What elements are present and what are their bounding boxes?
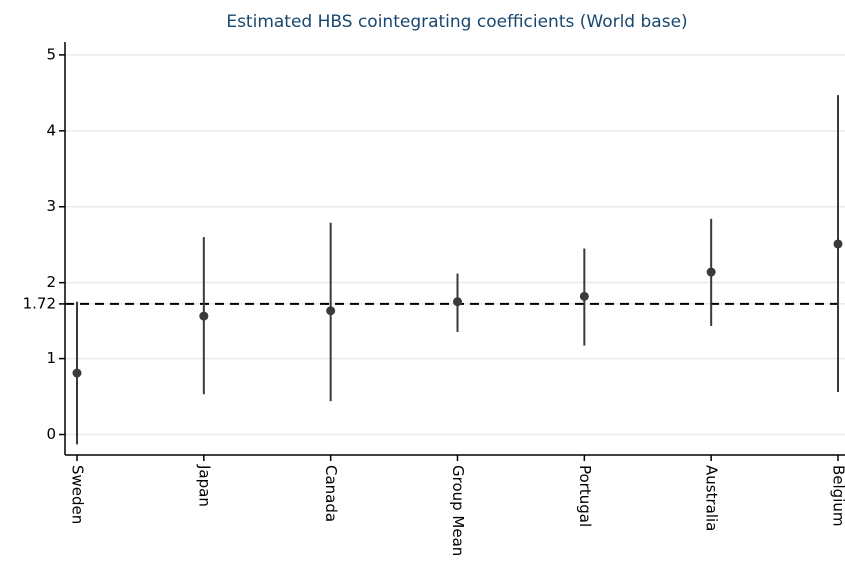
- chart-title: Estimated HBS cointegrating coefficients…: [226, 12, 687, 32]
- x-tick-label: Australia: [703, 465, 721, 531]
- y-tick-label: 5: [46, 45, 56, 63]
- point: [199, 311, 209, 321]
- point: [833, 239, 843, 249]
- point: [326, 306, 336, 316]
- y-tick-label: 3: [46, 197, 56, 215]
- y-tick-label: 2: [46, 273, 56, 291]
- point: [706, 267, 716, 277]
- point: [72, 368, 82, 378]
- x-tick-label: Sweden: [69, 465, 87, 524]
- point: [579, 291, 589, 301]
- x-tick-label: Group Mean: [449, 465, 467, 556]
- y-tick-label: 0: [46, 425, 56, 443]
- x-tick-label: Japan: [195, 464, 213, 507]
- y-tick-label: 1.72: [23, 294, 56, 312]
- y-tick-label: 4: [46, 121, 56, 139]
- x-tick-label: Belgium: [830, 465, 845, 527]
- y-tick-label: 1: [46, 349, 56, 367]
- x-tick-label: Portugal: [576, 465, 594, 527]
- x-tick-label: Canada: [322, 465, 340, 522]
- point: [453, 297, 462, 307]
